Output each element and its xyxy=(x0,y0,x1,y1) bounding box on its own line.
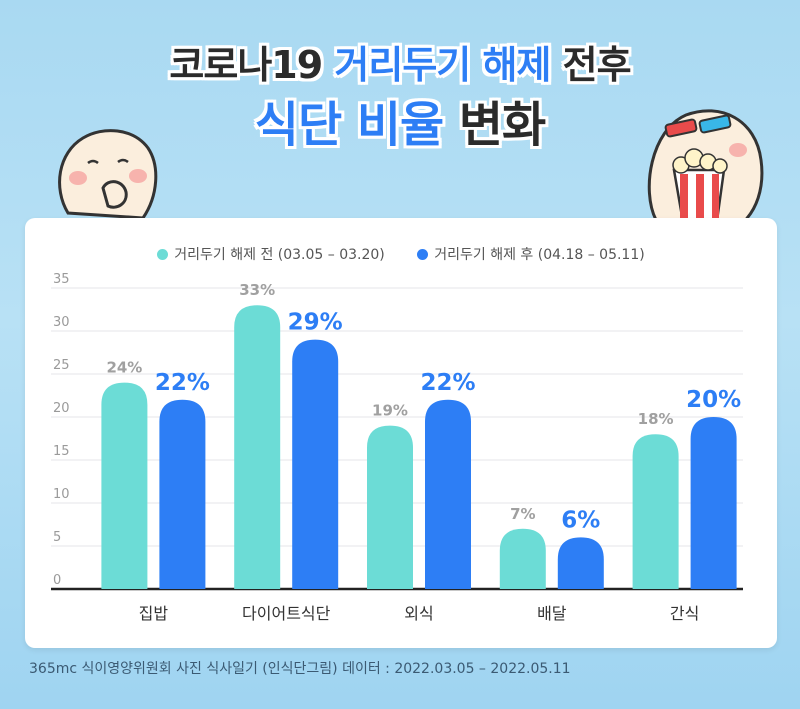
bar-chart: 0 5 10 15 20 25 30 35 24% 22% 집밥 33% 29% 다이어트식단 19% 22%… xyxy=(51,272,743,623)
data-label-before: 24% xyxy=(106,359,142,377)
y-tick-label: 5 xyxy=(53,530,61,545)
data-label-after: 22% xyxy=(155,370,210,396)
legend-label-before: 거리두기 해제 전 (03.05 – 03.20) xyxy=(174,247,385,263)
title-suffix-2: 변화 xyxy=(443,97,546,153)
title-highlight-1: 거리두기 해제 xyxy=(334,43,551,87)
x-category-label: 배달 xyxy=(537,604,567,623)
legend-dot-before-icon xyxy=(157,249,169,260)
title-line1: 코로나19 거리두기 해제 전후 xyxy=(0,40,800,90)
legend-label-after: 거리두기 해제 후 (04.18 – 05.11) xyxy=(434,247,645,263)
bar-before xyxy=(499,528,546,589)
x-category-label: 외식 xyxy=(404,604,433,623)
bar-after xyxy=(690,417,737,589)
bar-after xyxy=(557,537,604,589)
title-line2: 식단 비율 변화 xyxy=(0,94,800,156)
bar-after xyxy=(159,399,206,589)
x-category-label: 다이어트식단 xyxy=(242,604,331,623)
thinking-character-icon xyxy=(58,129,158,220)
chart-card: 거리두기 해제 전 (03.05 – 03.20) 거리두기 해제 후 (04.… xyxy=(25,218,777,648)
data-label-before: 19% xyxy=(372,402,408,420)
data-label-after: 22% xyxy=(420,370,475,396)
bar-before xyxy=(632,434,679,589)
x-category-label: 간식 xyxy=(670,604,699,623)
x-category-label: 집밥 xyxy=(139,604,169,623)
data-label-before: 33% xyxy=(239,281,275,299)
popcorn-character-icon xyxy=(647,109,764,237)
y-tick-label: 15 xyxy=(53,444,70,459)
bar-before xyxy=(367,425,413,589)
y-tick-label: 25 xyxy=(53,358,70,373)
data-label-after: 20% xyxy=(686,387,741,413)
legend-dot-after-icon xyxy=(417,249,429,260)
title: 코로나19 거리두기 해제 전후 식단 비율 변화 xyxy=(0,40,800,156)
legend: 거리두기 해제 전 (03.05 – 03.20) 거리두기 해제 후 (04.… xyxy=(25,244,777,264)
y-tick-label: 35 xyxy=(53,272,70,287)
data-label-after: 6% xyxy=(561,507,600,533)
y-tick-label: 0 xyxy=(53,573,61,588)
legend-item-before: 거리두기 해제 전 (03.05 – 03.20) xyxy=(157,244,385,264)
y-tick-label: 20 xyxy=(53,401,70,416)
title-prefix: 코로나19 xyxy=(169,43,335,87)
data-label-before: 7% xyxy=(510,505,535,523)
y-tick-label: 30 xyxy=(53,315,70,330)
footer-source: 365mc 식이영양위원회 사진 식사일기 (인식단그림) 데이터 : 2022… xyxy=(29,661,571,677)
bar-before xyxy=(101,382,148,589)
data-label-before: 18% xyxy=(638,410,674,428)
bar-after xyxy=(425,399,471,589)
bar-after xyxy=(292,339,339,589)
data-label-after: 29% xyxy=(288,310,343,336)
y-tick-label: 10 xyxy=(53,487,70,502)
legend-item-after: 거리두기 해제 후 (04.18 – 05.11) xyxy=(417,244,645,264)
title-highlight-2: 식단 비율 xyxy=(254,97,444,153)
title-suffix-1: 전후 xyxy=(550,43,632,87)
bar-before xyxy=(234,305,281,589)
